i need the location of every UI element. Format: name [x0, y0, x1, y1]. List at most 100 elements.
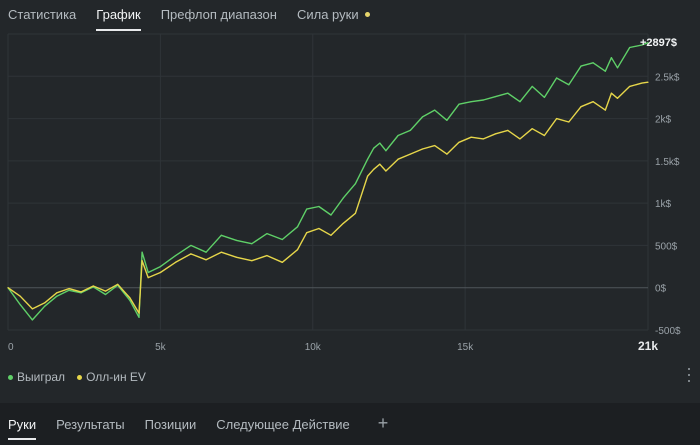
series-point-1 — [306, 232, 308, 234]
series-point-0 — [138, 316, 140, 318]
tab-graph[interactable]: График — [96, 0, 142, 31]
tab-results[interactable]: Результаты — [56, 416, 125, 432]
series-point-1 — [379, 163, 381, 165]
series-point-1 — [458, 141, 460, 143]
tab-hands[interactable]: Руки — [8, 416, 37, 440]
series-point-1 — [251, 260, 253, 262]
winnings-chart: 2.5k$ 2k$ 1.5k$ 1k$ 500$ 0$ -500$ 0 5k 10k 15k 21k +… — [7, 33, 681, 353]
series-point-1 — [68, 287, 70, 290]
series-point-0 — [68, 289, 70, 291]
series-point-0 — [543, 96, 545, 99]
series-point-1 — [147, 276, 149, 279]
series-point-1 — [235, 256, 238, 258]
series-point-0 — [175, 254, 177, 257]
y-tick-label: 0$ — [655, 284, 667, 295]
series-point-1 — [647, 81, 649, 83]
series-point-1 — [519, 138, 521, 140]
series-point-1 — [470, 136, 472, 138]
series-point-0 — [610, 57, 613, 59]
add-tab-button[interactable]: + — [377, 413, 389, 433]
x-tick-label: 21k — [638, 339, 658, 353]
chart-area: 2.5k$ 2k$ 1.5k$ 1k$ 500$ 0$ -500$ 0 5k 10k 15k 21k +… — [0, 30, 700, 360]
series-point-0 — [495, 95, 497, 98]
tab-next-action[interactable]: Следующее Действие — [216, 416, 350, 432]
series-point-1 — [31, 308, 33, 310]
series-point-0 — [354, 183, 357, 185]
series-point-0 — [409, 129, 411, 132]
series-point-1 — [342, 222, 344, 225]
series-point-0 — [31, 319, 33, 321]
series-point-0 — [220, 234, 222, 236]
series-point-1 — [555, 117, 558, 120]
series-point-1 — [56, 292, 58, 294]
series-point-0 — [129, 299, 131, 301]
y-tick-label: 1.5k$ — [655, 157, 680, 168]
series-point-1 — [397, 158, 399, 160]
series-point-1 — [330, 234, 332, 236]
series-point-1 — [220, 251, 222, 253]
series-point-0 — [296, 226, 299, 228]
series-point-1 — [117, 283, 119, 285]
series-point-0 — [318, 205, 320, 208]
y-tick-label: 2k$ — [655, 115, 672, 126]
series-point-0 — [641, 44, 643, 46]
series-point-0 — [555, 77, 558, 79]
series-point-1 — [482, 138, 485, 140]
series-point-1 — [568, 121, 570, 123]
bottom-tab-bar: Руки Результаты Позиции Следующее Действ… — [0, 403, 700, 445]
series-point-0 — [470, 101, 472, 103]
series-point-0 — [104, 293, 107, 296]
series-point-0 — [205, 251, 207, 253]
end-value-label: +2897$ — [640, 37, 677, 49]
tab-positions[interactable]: Позиции — [144, 416, 197, 432]
series-point-0 — [159, 265, 161, 268]
legend-label-won: Выиграл — [17, 370, 66, 384]
x-tick-label: 0 — [8, 342, 14, 353]
legend-item-won[interactable]: Выиграл — [8, 370, 65, 384]
x-tick-label: 5k — [155, 342, 167, 353]
legend-item-allin-ev[interactable]: Олл-ин EV — [77, 370, 146, 384]
y-tick-label: -500$ — [655, 326, 681, 337]
series-point-0 — [379, 142, 381, 144]
series-point-1 — [592, 101, 594, 103]
series-point-0 — [306, 208, 308, 210]
series-point-0 — [342, 197, 344, 199]
series-point-0 — [397, 134, 399, 137]
series-point-1 — [138, 312, 140, 314]
series-point-1 — [421, 148, 424, 150]
series-point-1 — [367, 175, 369, 177]
series-point-1 — [104, 290, 107, 292]
series-point-0 — [647, 42, 649, 44]
legend-dot-won-icon — [8, 374, 13, 380]
series-point-0 — [251, 243, 253, 245]
new-indicator-dot-icon — [364, 12, 370, 18]
series-point-1 — [318, 227, 320, 230]
series-point-0 — [616, 67, 619, 69]
series-point-0 — [56, 295, 58, 297]
y-tick-label: 1k$ — [655, 199, 672, 210]
series-point-0 — [531, 85, 533, 88]
series-point-1 — [43, 302, 46, 304]
series-point-1 — [281, 261, 283, 263]
more-options-icon[interactable] — [684, 366, 694, 384]
series-point-1 — [543, 134, 545, 137]
x-tick-label: 10k — [305, 342, 322, 353]
series-point-1 — [385, 170, 387, 172]
series-point-1 — [604, 109, 606, 111]
series-point-0 — [592, 62, 594, 64]
series-line-1 — [7, 81, 649, 314]
series-point-1 — [531, 128, 533, 130]
tab-statistics[interactable]: Статистика — [8, 7, 77, 22]
series-point-0 — [367, 158, 369, 160]
tab-hand-strength[interactable]: Сила руки — [297, 0, 370, 28]
series-point-1 — [434, 145, 436, 147]
top-tab-bar: Статистика График Префлоп диапазон Сила … — [0, 0, 700, 31]
series-point-0 — [434, 109, 436, 111]
series-point-0 — [43, 305, 46, 307]
series-point-0 — [482, 99, 485, 101]
series-point-0 — [519, 101, 521, 103]
series-point-0 — [141, 251, 143, 253]
series-point-0 — [190, 244, 192, 247]
tab-preflop-range[interactable]: Префлоп диапазон — [160, 7, 277, 22]
legend-label-allin-ev: Олл-ин EV — [86, 370, 146, 384]
